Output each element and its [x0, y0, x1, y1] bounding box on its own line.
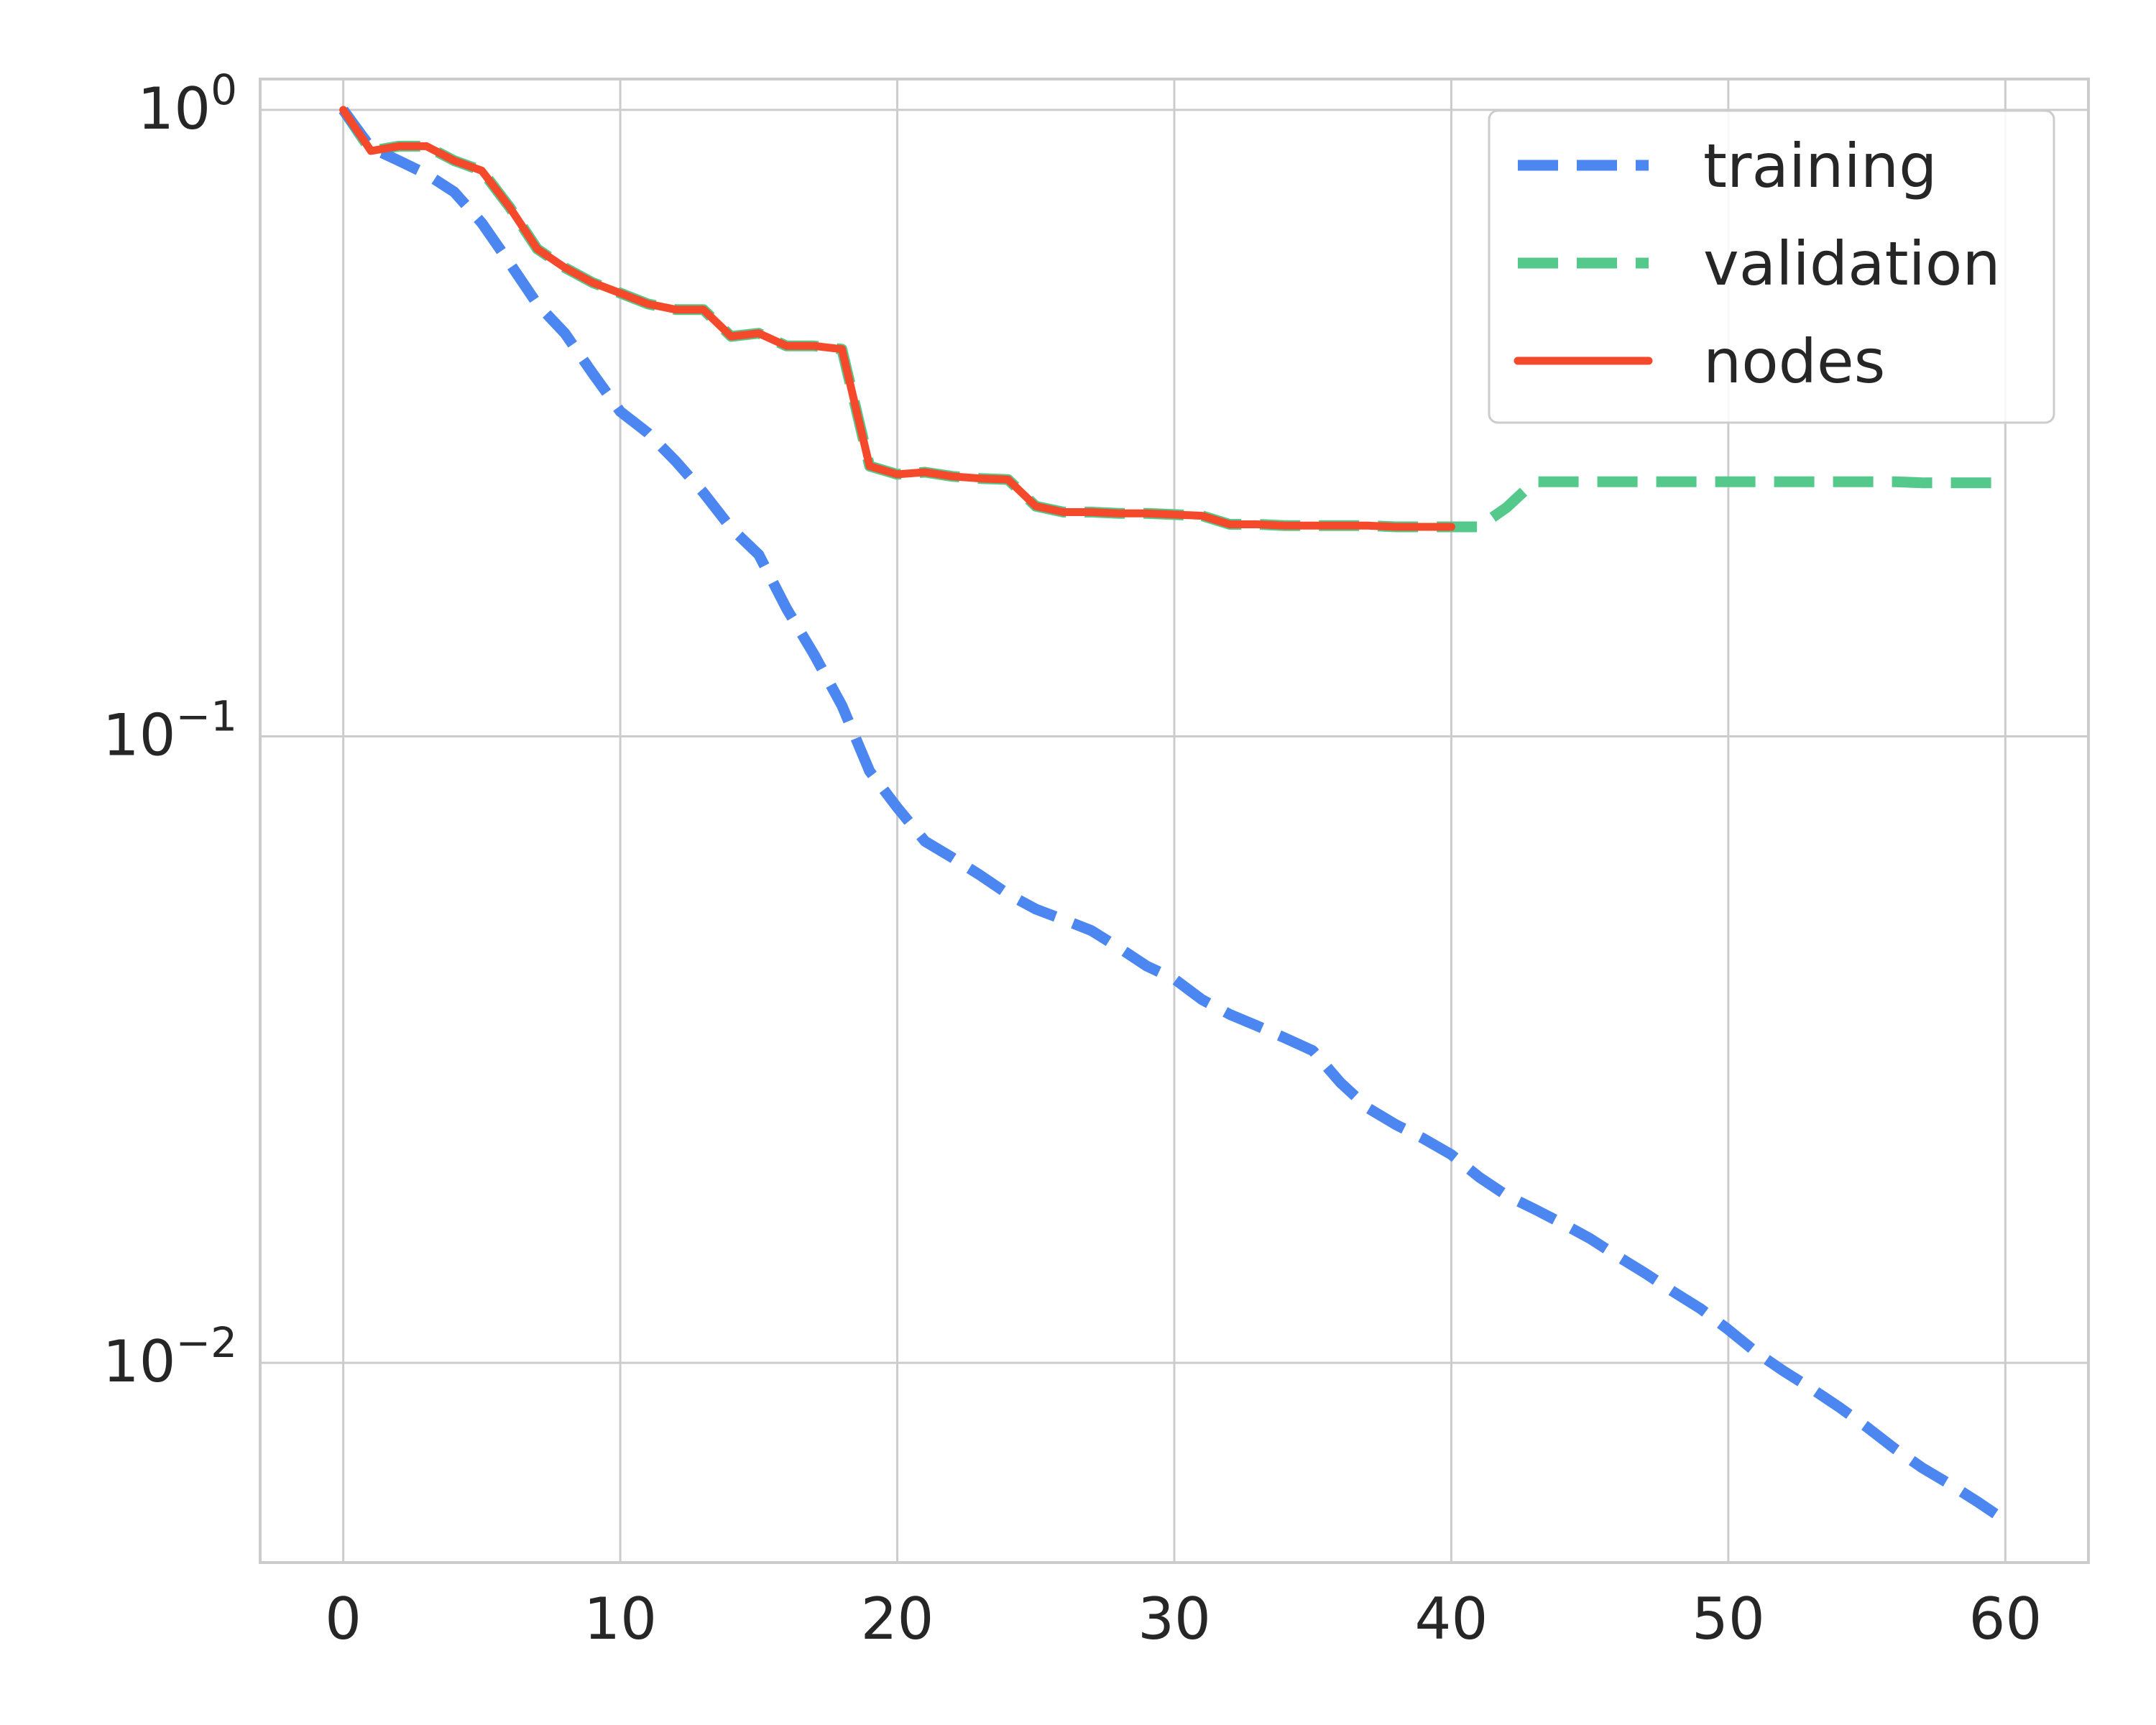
series-line-training [338, 106, 2009, 1525]
y-tick-exponent: 0 [211, 65, 237, 114]
series-group [338, 106, 2009, 1525]
series-line-nodes [339, 106, 1455, 531]
legend-label-training: training [1703, 131, 1937, 201]
x-tick-label: 40 [1415, 1586, 1488, 1652]
x-tick-label: 50 [1692, 1586, 1765, 1652]
y-tick-exponent: −2 [176, 1318, 238, 1367]
x-tick-label: 20 [861, 1586, 934, 1652]
legend-label-validation: validation [1703, 229, 2001, 299]
y-tick-base: 10 [137, 75, 211, 142]
x-tick-label: 60 [1968, 1586, 2042, 1652]
y-tick-label: 10−2 [103, 1318, 237, 1395]
y-tick-label: 100 [137, 65, 237, 142]
x-tick-label: 30 [1138, 1586, 1211, 1652]
y-tick-base: 10 [103, 1328, 176, 1395]
legend-label-nodes: nodes [1703, 326, 1885, 397]
plot-frame [259, 78, 2090, 1564]
y-tick-base: 10 [103, 702, 176, 769]
x-tick-label: 0 [325, 1586, 361, 1652]
x-tick-label: 10 [584, 1586, 657, 1652]
legend-box [1488, 109, 2055, 424]
grid [260, 79, 2088, 1563]
y-tick-exponent: −1 [176, 692, 238, 741]
legend: training validation nodes [1488, 109, 2055, 424]
y-tick-label: 10−1 [103, 692, 237, 769]
